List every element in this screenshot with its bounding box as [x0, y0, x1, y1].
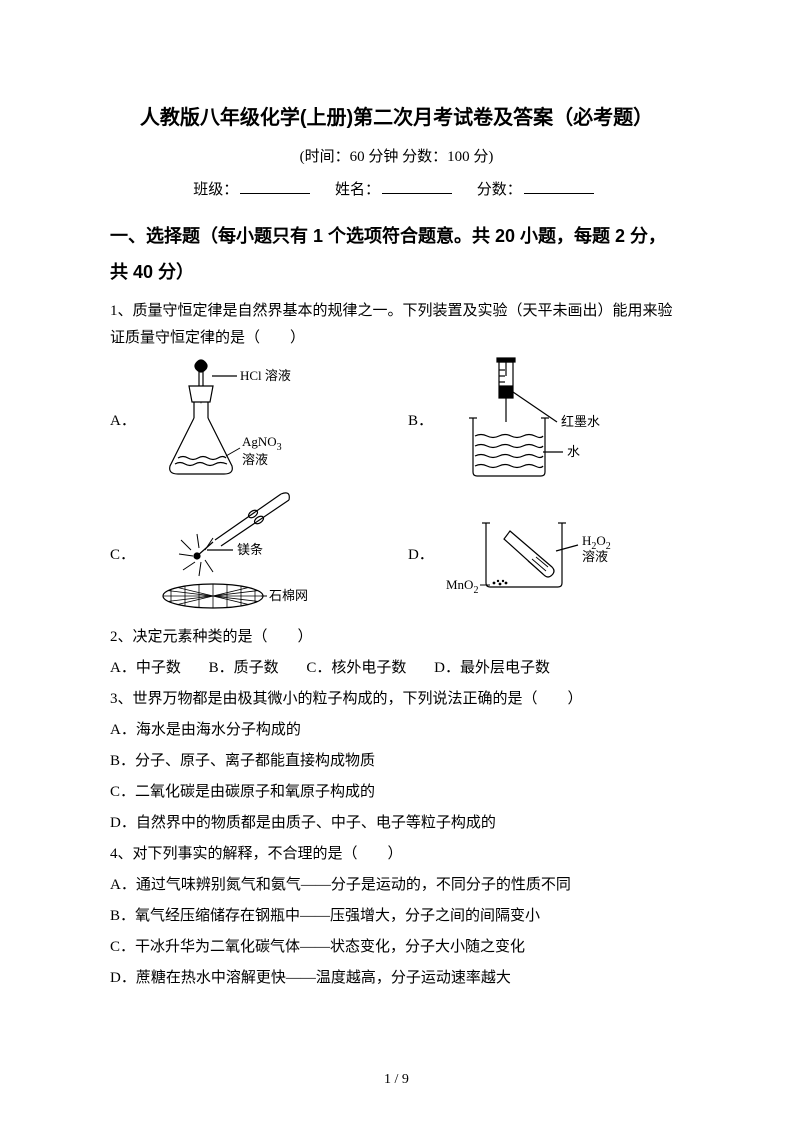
page-title: 人教版八年级化学(上册)第二次月考试卷及答案（必考题）	[110, 100, 683, 136]
q1-b-label: B．	[408, 408, 433, 435]
q1-row-cd: C．	[110, 490, 683, 620]
q1-option-b: B．	[408, 356, 683, 486]
exam-page: 人教版八年级化学(上册)第二次月考试卷及答案（必考题） (时间：60 分钟 分数…	[0, 0, 793, 1122]
ink-label: 红墨水	[561, 414, 600, 429]
q4-stem: 4、对下列事实的解释，不合理的是（ ）	[110, 841, 683, 868]
mg-label: 镁条	[237, 542, 263, 557]
flask-dropper-diagram: HCl 溶液 AgNO3 溶液	[142, 356, 322, 486]
q2-stem: 2、决定元素种类的是（ ）	[110, 624, 683, 651]
q1-d-label: D．	[408, 542, 434, 569]
name-blank	[382, 178, 452, 194]
agno3-label: AgNO3	[242, 434, 282, 453]
q1-option-d: D．	[408, 505, 683, 605]
hcl-label: HCl 溶液	[240, 368, 291, 383]
exam-meta: (时间：60 分钟 分数：100 分)	[110, 144, 683, 171]
burning-mg-diagram: 镁条 石棉网	[141, 490, 341, 620]
q2-d: D．最外层电子数	[434, 655, 550, 682]
class-label: 班级：	[193, 182, 238, 198]
q1-option-c: C．	[110, 490, 385, 620]
q3-b: B．分子、原子、离子都能直接构成物质	[110, 748, 683, 775]
q1-option-a: A．	[110, 356, 385, 486]
q1-row-ab: A．	[110, 356, 683, 486]
agno3-solution-label: 溶液	[242, 452, 268, 467]
q4-b: B．氧气经压缩储存在钢瓶中——压强增大，分子之间的间隔变小	[110, 903, 683, 930]
q4-c: C．干冰升华为二氧化碳气体——状态变化，分子大小随之变化	[110, 934, 683, 961]
q1-stem: 1、质量守恒定律是自然界基本的规律之一。下列装置及实验（天平未画出）能用来验证质…	[110, 298, 683, 352]
beaker-tube-diagram: MnO2 H2O2 溶液	[440, 505, 660, 605]
page-footer: 1 / 9	[0, 1067, 793, 1092]
q2-b: B．质子数	[209, 655, 279, 682]
net-label: 石棉网	[269, 588, 308, 603]
mno2-label: MnO2	[446, 577, 478, 596]
student-info: 班级： 姓名： 分数：	[110, 177, 683, 204]
water-label: 水	[567, 444, 580, 459]
score-blank	[524, 178, 594, 194]
class-blank	[240, 178, 310, 194]
q2-options: A．中子数 B．质子数 C．核外电子数 D．最外层电子数	[110, 655, 683, 682]
section-1-heading: 一、选择题（每小题只有 1 个选项符合题意。共 20 小题，每题 2 分，共 4…	[110, 218, 683, 290]
q3-c: C．二氧化碳是由碳原子和氧原子构成的	[110, 779, 683, 806]
beaker-syringe-diagram: 红墨水 水	[439, 356, 639, 486]
q3-a: A．海水是由海水分子构成的	[110, 717, 683, 744]
h2o2-solution-label: 溶液	[582, 549, 608, 564]
score-label: 分数：	[477, 182, 522, 198]
q3-d: D．自然界中的物质都是由质子、中子、电子等粒子构成的	[110, 810, 683, 837]
q2-a: A．中子数	[110, 655, 181, 682]
q4-a: A．通过气味辨别氮气和氨气——分子是运动的，不同分子的性质不同	[110, 872, 683, 899]
q3-stem: 3、世界万物都是由极其微小的粒子构成的，下列说法正确的是（ ）	[110, 686, 683, 713]
q4-d: D．蔗糖在热水中溶解更快——温度越高，分子运动速率越大	[110, 965, 683, 992]
name-label: 姓名：	[335, 182, 380, 198]
q2-c: C．核外电子数	[306, 655, 406, 682]
q1-a-label: A．	[110, 408, 136, 435]
q1-c-label: C．	[110, 542, 135, 569]
